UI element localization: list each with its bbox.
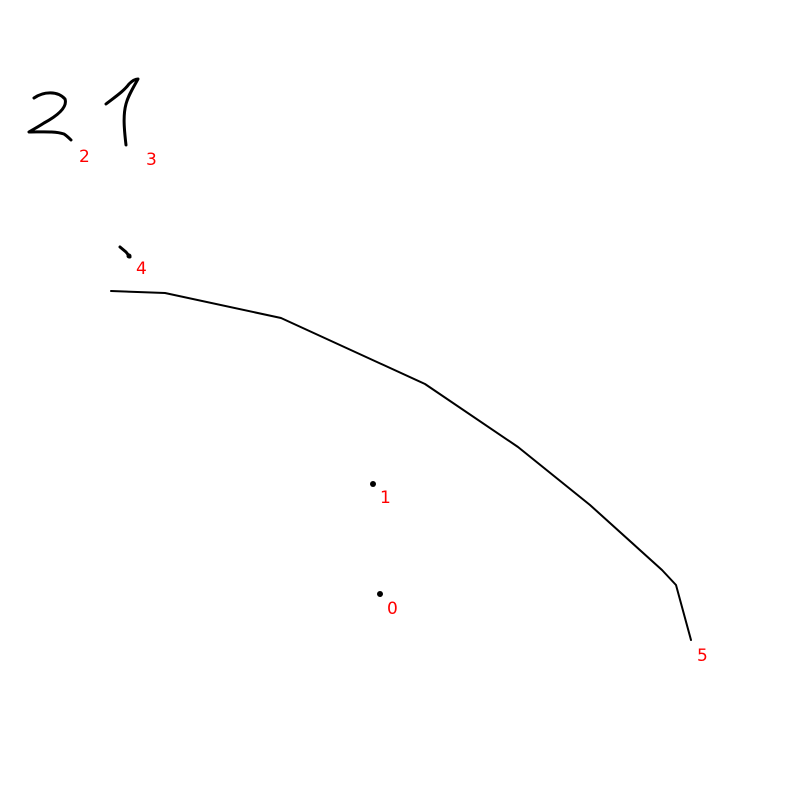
stroke-5-curve xyxy=(110,290,692,641)
stroke-3-label: 3 xyxy=(146,150,157,170)
stroke-3-handwritten-one xyxy=(104,77,140,147)
stroke-1-group: 1 xyxy=(370,481,391,508)
stroke-0-label: 0 xyxy=(387,599,398,619)
stroke-0-dot xyxy=(377,591,383,597)
stroke-5-group: 5 xyxy=(110,290,708,666)
stroke-4-label: 4 xyxy=(136,259,147,279)
stroke-2-label: 2 xyxy=(79,147,90,167)
stroke-5-label: 5 xyxy=(697,646,708,666)
stroke-2-group: 2 xyxy=(27,91,90,167)
stroke-1-label: 1 xyxy=(380,488,391,508)
stroke-4-endpoint xyxy=(126,253,132,259)
stroke-1-dot xyxy=(370,481,376,487)
stroke-0-group: 0 xyxy=(377,591,398,619)
stroke-2-handwritten-two xyxy=(27,91,73,142)
stroke-4-group: 4 xyxy=(118,245,147,279)
stroke-3-group: 3 xyxy=(104,77,157,170)
